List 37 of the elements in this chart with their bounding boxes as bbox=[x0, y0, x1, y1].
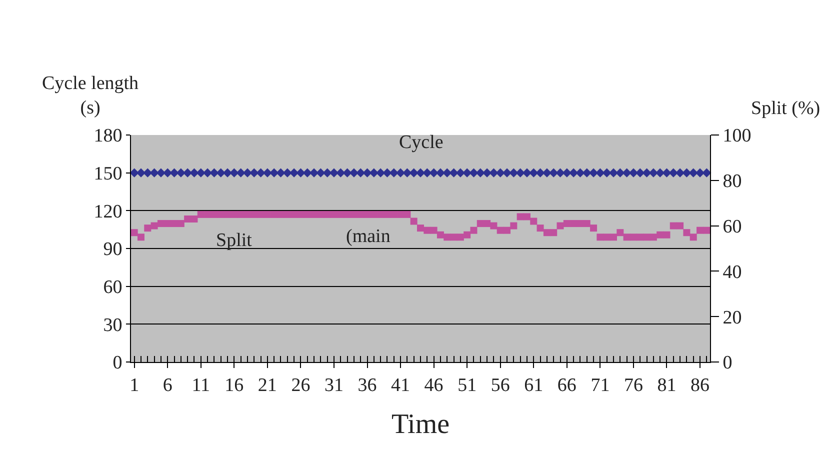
x-tick-label: 46 bbox=[424, 374, 444, 396]
y2-tick-label: 0 bbox=[722, 352, 732, 374]
series-label: Cycle bbox=[399, 132, 444, 153]
x-tick-label: 6 bbox=[162, 374, 172, 396]
x-tick-label: 26 bbox=[291, 374, 310, 396]
x-tick-label: 36 bbox=[358, 374, 377, 396]
y-tick-label: 0 bbox=[112, 352, 122, 374]
x-tick-label: 66 bbox=[557, 374, 576, 396]
y-tick-label: 30 bbox=[103, 314, 122, 336]
y-tick-label: 180 bbox=[94, 126, 122, 147]
x-tick-label: 56 bbox=[490, 374, 510, 396]
y2-axis-title: Split (%) bbox=[751, 98, 820, 119]
x-tick-label: 76 bbox=[624, 374, 643, 396]
x-tick-label: 51 bbox=[458, 374, 477, 396]
y-tick-label: 90 bbox=[103, 239, 122, 260]
x-tick-label: 81 bbox=[657, 374, 676, 396]
y2-tick-label: 80 bbox=[722, 171, 742, 192]
y-tick-label: 60 bbox=[103, 276, 122, 298]
x-tick-label: 21 bbox=[258, 374, 277, 396]
y2-tick-label: 60 bbox=[722, 216, 742, 238]
x-axis-title: Time bbox=[391, 408, 450, 440]
y-axis-title: Cycle length (s) bbox=[42, 73, 140, 119]
x-tick-label: 16 bbox=[224, 374, 244, 396]
x-tick-label: 41 bbox=[391, 374, 410, 396]
x-tick-label: 11 bbox=[192, 374, 210, 396]
series-label: Split bbox=[216, 230, 253, 251]
y-tick-label: 120 bbox=[94, 201, 122, 222]
x-tick-label: 61 bbox=[524, 374, 544, 396]
x-tick-label: 31 bbox=[324, 374, 344, 396]
annotation: (main bbox=[346, 226, 391, 247]
x-tick-label: 86 bbox=[690, 374, 710, 396]
x-tick-label: 71 bbox=[590, 374, 610, 396]
y-tick-label: 150 bbox=[94, 163, 122, 184]
x-tick-label: 1 bbox=[130, 374, 140, 396]
y2-tick-label: 20 bbox=[722, 307, 742, 328]
y2-tick-label: 100 bbox=[722, 126, 752, 147]
y2-tick-label: 40 bbox=[722, 262, 742, 283]
